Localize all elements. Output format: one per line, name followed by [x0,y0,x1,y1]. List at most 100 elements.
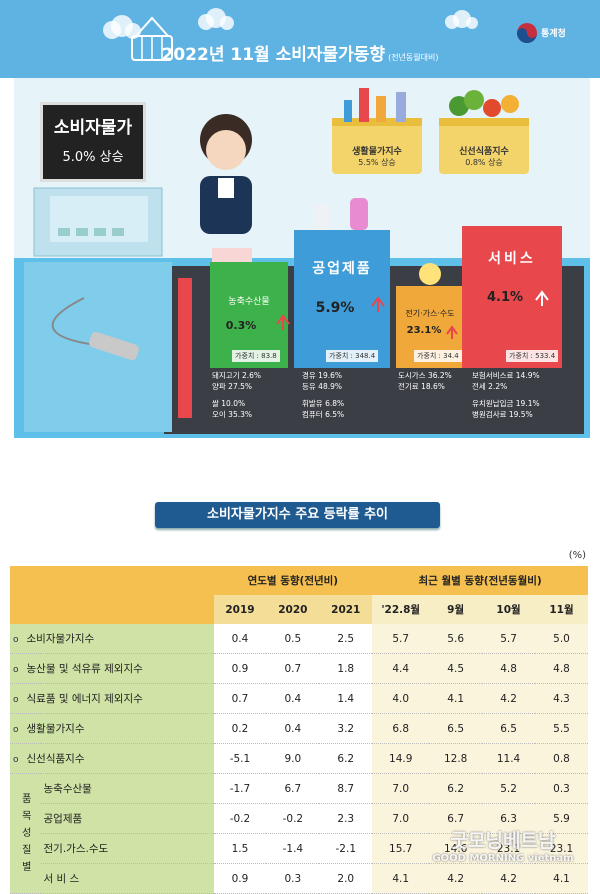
item-label: 전기료 18.6% [398,382,445,391]
category-weight: 가중치 : 533.4 [506,350,559,362]
table-cell: -0.2 [213,803,267,834]
table-cell: 1.4 [319,683,373,714]
table-cell: -2.1 [319,833,373,864]
table-cell: 0.7 [213,683,267,714]
item-label: 컴퓨터 6.5% [302,410,345,419]
table-cell: 0.9 [213,653,267,684]
basket-label: 신선식품지수 [459,147,509,157]
category-name: 농축수산물 [228,297,270,307]
table-cell: 2.0 [319,863,373,894]
watermark-line2: GOOD MORNING vietnam [432,853,574,864]
category-weight: 가중치 : 34.4 [414,350,462,362]
bullet-icon: o [13,695,19,705]
table-cell: 0.3 [266,863,320,894]
up-arrow-icon [371,296,385,312]
item-label: 돼지고기 2.6% [212,371,262,380]
table-cell: 4.8 [482,653,536,684]
item-label: 유치원납입금 19.1% [472,399,540,408]
table-cell: 4.1 [429,683,483,714]
basket-value: 5.5% 상승 [358,158,396,167]
cpi-table: 연도별 동향(전년비) 최근 월별 동향(전년동월비) 2019 2020 20… [10,566,588,894]
table-cell: 0.4 [213,624,267,654]
column-header: 2021 [319,595,373,624]
table-cell: 2.5 [319,624,373,654]
row-label: o 생활물가지수 [10,713,214,744]
basket-value: 0.8% 상승 [465,158,503,167]
group-header-annual: 연도별 동향(전년비) [213,566,373,595]
table-cell: 6.2 [319,743,373,774]
category-name: 서비스 [488,251,536,267]
table-cell: 14.9 [372,743,430,774]
table-cell: 4.4 [372,653,430,684]
table-cell: -1.4 [266,833,320,864]
item-label: 등유 48.9% [302,382,343,391]
meat-icon [212,248,252,262]
table-cell: 4.2 [482,683,536,714]
table-cell: -1.7 [213,773,267,804]
table-cell: 3.2 [319,713,373,744]
item-label: 보험서비스료 14.9% [472,371,540,380]
table-cell: 4.2 [482,863,536,894]
item-label: 휘발유 6.8% [302,399,345,408]
table-row: 품 목 성 질 별 농축수산물 -1.7 6.7 8.7 7.0 6.2 5.2 0.3 [10,773,588,894]
table-cell: 0.4 [266,683,320,714]
row-label-text: 생활물가지수 [26,723,85,735]
industrial-items: 경유 19.6% 등유 48.9% 휘발유 6.8% 컴퓨터 6.5% [302,370,388,420]
basket-fresh: 신선식품지수 0.8% 상승 [439,144,529,168]
agri-items: 돼지고기 2.6% 양파 27.5% 쌀 10.0% 오이 35.3% [212,370,286,420]
headline-sign: 소비자물가 5.0% 상승 [40,102,146,182]
table-cell: 4.8 [535,653,588,684]
table-cell: 4.3 [535,683,588,714]
column-header: 11월 [535,595,588,624]
column-header: '22.8월 [372,595,430,624]
statistics-logo: 통계청 [516,20,586,46]
table-cell: 4.2 [429,863,483,894]
header-banner: 2022년 11월 소비자물가동향 (전년동월대비) 통계청 [0,0,600,78]
shopping-basket-icon [131,16,173,61]
table-cell: 23.1 [482,833,536,864]
column-header: 9월 [429,595,483,624]
category-value: 4.1% [486,290,524,305]
table-cell: 4.0 [372,683,430,714]
section-title: 소비자물가지수 주요 등락률 추이 [155,502,440,528]
table-cell: -0.2 [266,803,320,834]
bullet-icon: o [13,755,19,765]
table-body: o 소비자물가지수 0.4 0.5 2.5 5.7 5.6 5.7 5.0 o 농산물 및 석유류 … [10,624,588,894]
table-cell: 5.6 [429,624,483,654]
table-row: 전기.가스.수도 1.5 -1.4 -2.1 15.7 14.6 23.1 23.1 [10,833,588,864]
row-label-text: 신선식품지수 [26,753,85,765]
row-label: 전기.가스.수도 [40,833,214,864]
table-row: o 소비자물가지수 0.4 0.5 2.5 5.7 5.6 5.7 5.0 [10,624,588,654]
item-label: 쌀 10.0% [212,399,246,408]
header-decor [103,8,478,61]
infographic-panel: 소비자물가 5.0% 상승 생활물가지수 5.5% 상승 신선식품지수 0.8%… [14,78,590,438]
table-cell: 14.6 [429,833,483,864]
category-name: 전기·가스·수도 [405,309,455,318]
headline-label: 소비자물가 [53,118,133,138]
table-cell: 0.8 [535,743,588,774]
category-name: 공업제품 [312,261,372,277]
group-label-char: 품 [22,794,32,805]
item-label: 오이 35.3% [212,410,253,419]
table-row: o 신선식품지수 -5.1 9.0 6.2 14.9 12.8 11.4 0.8 [10,743,588,774]
group-header-monthly: 최근 월별 동향(전년동월비) [372,566,588,595]
bullet-icon: o [13,635,19,645]
item-label: 전세 2.2% [472,382,508,391]
service-items: 보험서비스료 14.9% 전세 2.2% 유치원납입금 19.1% 병원검사료 … [472,370,572,420]
category-value: 0.3% [225,319,257,332]
basket-label: 생활물가지수 [352,147,402,157]
category-utilities: 전기·가스·수도 23.1% [396,308,464,336]
watermark: 굿모닝베트남 GOOD MORNING vietnam [418,826,588,864]
table-corner [10,566,214,624]
milk-carton-icon [314,204,330,230]
table-cell: 5.9 [535,803,588,834]
row-label: 서 비 스 [40,863,214,894]
group-label-char: 질 [22,845,32,856]
taegeuk-logo-icon [517,23,537,43]
table-cell: 6.8 [372,713,430,744]
table-cell: 0.3 [535,773,588,804]
table-cell: 5.2 [482,773,536,804]
row-label: 공업제품 [40,803,214,834]
table-cell: 5.5 [535,713,588,744]
